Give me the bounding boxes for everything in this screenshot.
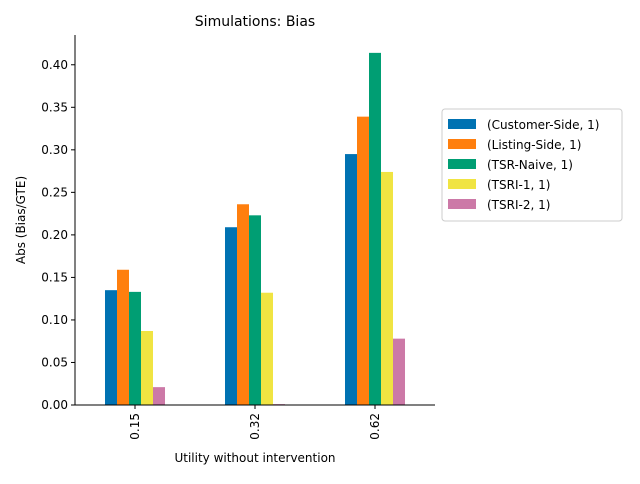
- legend: (Customer-Side, 1) (Listing-Side, 1) (TSR-…: [441, 108, 623, 222]
- bar: [225, 227, 237, 405]
- legend-swatch: [448, 179, 476, 189]
- legend-swatch: [448, 119, 476, 129]
- legend-swatch: [448, 139, 476, 149]
- legend-label: (Listing-Side, 1): [487, 138, 581, 152]
- x-tick-label: 0.15: [128, 413, 142, 440]
- y-axis-label: Abs (Bias/GTE): [14, 176, 28, 264]
- bar: [357, 116, 369, 405]
- y-tick-label: 0.40: [41, 58, 68, 72]
- bar: [369, 52, 381, 406]
- bar: [381, 171, 393, 405]
- legend-label: (TSRI-1, 1): [487, 178, 550, 192]
- y-tick-label: 0.00: [41, 398, 68, 412]
- y-tick-label: 0.20: [41, 228, 68, 242]
- y-tick-label: 0.25: [41, 185, 68, 199]
- bar: [393, 338, 405, 405]
- x-tick-label: 0.62: [368, 413, 382, 440]
- bar: [141, 331, 153, 405]
- bar: [105, 290, 117, 405]
- y-tick-label: 0.05: [41, 355, 68, 369]
- bar: [345, 154, 357, 405]
- bar: [249, 215, 261, 405]
- legend-label: (Customer-Side, 1): [487, 118, 599, 132]
- y-tick-label: 0.30: [41, 143, 68, 157]
- y-tick-label: 0.35: [41, 100, 68, 114]
- bar: [117, 269, 129, 405]
- legend-box: [441, 108, 623, 222]
- legend-label: (TSRI-2, 1): [487, 198, 550, 212]
- bars-group: [105, 52, 405, 406]
- y-tick-label: 0.15: [41, 270, 68, 284]
- x-axis-label: Utility without intervention: [174, 451, 335, 465]
- axes-group: 0.15 0.32 0.62 0.00 0.05 0.10 0.15 0.20 0.25 0.30…: [41, 35, 435, 440]
- bar: [237, 204, 249, 405]
- x-tick-label: 0.32: [248, 413, 262, 440]
- y-tick-label: 0.10: [41, 313, 68, 327]
- legend-swatch: [448, 159, 476, 169]
- bar: [153, 387, 165, 405]
- chart-title: Simulations: Bias: [195, 14, 315, 30]
- legend-swatch: [448, 199, 476, 209]
- bar: [261, 292, 273, 405]
- bar: [129, 291, 141, 405]
- legend-label: (TSR-Naive, 1): [487, 158, 573, 172]
